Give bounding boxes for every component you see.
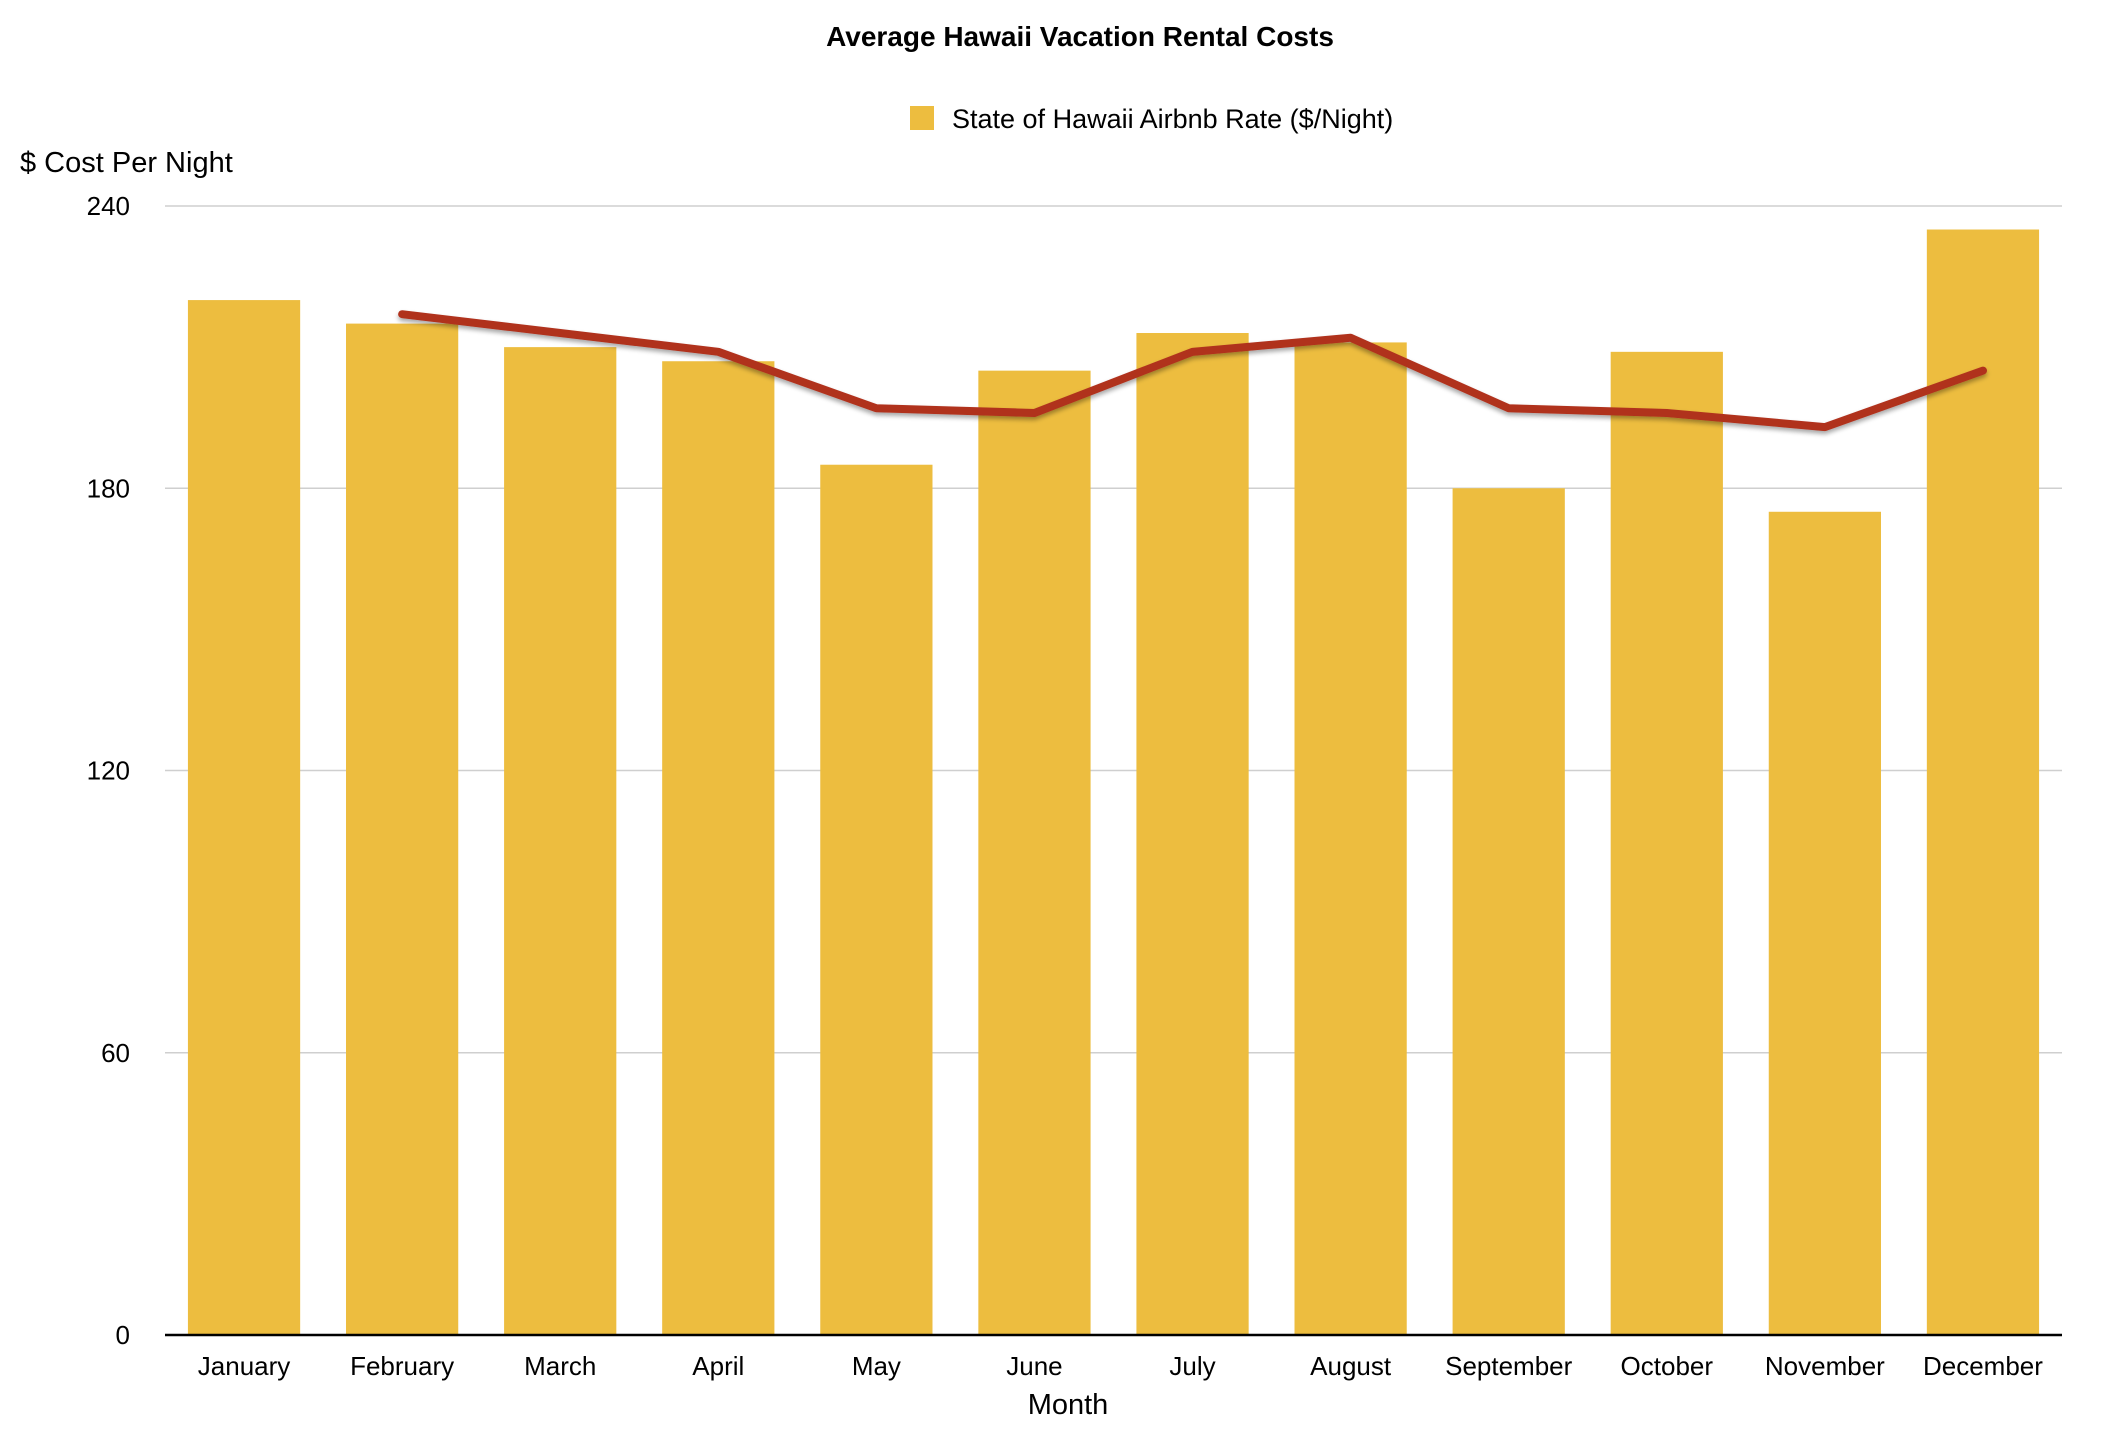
- legend-swatch: [910, 106, 934, 130]
- y-tick-label: 0: [116, 1320, 130, 1350]
- y-tick-label: 240: [87, 191, 130, 221]
- x-tick-label: May: [852, 1351, 901, 1381]
- bar: [188, 300, 300, 1335]
- x-tick-label: December: [1923, 1351, 2043, 1381]
- x-axis-title: Month: [1028, 1389, 1109, 1421]
- bar: [1927, 230, 2039, 1335]
- bar: [978, 371, 1090, 1335]
- x-tick-label: October: [1621, 1351, 1714, 1381]
- chart-title: Average Hawaii Vacation Rental Costs: [826, 21, 1334, 52]
- x-tick-label: March: [524, 1351, 596, 1381]
- x-tick-label: July: [1169, 1351, 1215, 1381]
- bar: [1769, 512, 1881, 1335]
- x-tick-label: September: [1445, 1351, 1573, 1381]
- x-axis-ticks: January February March April May June July Augu…: [198, 1351, 2043, 1381]
- y-tick-label: 120: [87, 756, 130, 786]
- bar: [1136, 333, 1248, 1335]
- bar: [662, 361, 774, 1335]
- y-tick-label: 60: [101, 1038, 130, 1068]
- bars: [188, 230, 2039, 1335]
- bar: [504, 347, 616, 1335]
- bar: [346, 324, 458, 1335]
- bar: [820, 465, 932, 1335]
- bar: [1295, 342, 1407, 1335]
- x-tick-label: June: [1006, 1351, 1062, 1381]
- x-tick-label: November: [1765, 1351, 1885, 1381]
- x-tick-label: April: [692, 1351, 744, 1381]
- legend: State of Hawaii Airbnb Rate ($/Night): [910, 104, 1393, 134]
- x-tick-label: January: [198, 1351, 291, 1381]
- y-axis-ticks: 0 60 120 180 240: [87, 191, 130, 1350]
- legend-label: State of Hawaii Airbnb Rate ($/Night): [952, 104, 1393, 134]
- bar: [1453, 488, 1565, 1335]
- x-tick-label: February: [350, 1351, 454, 1381]
- x-tick-label: August: [1310, 1351, 1392, 1381]
- y-axis-title: $ Cost Per Night: [20, 147, 233, 179]
- y-tick-label: 180: [87, 473, 130, 503]
- bar: [1611, 352, 1723, 1335]
